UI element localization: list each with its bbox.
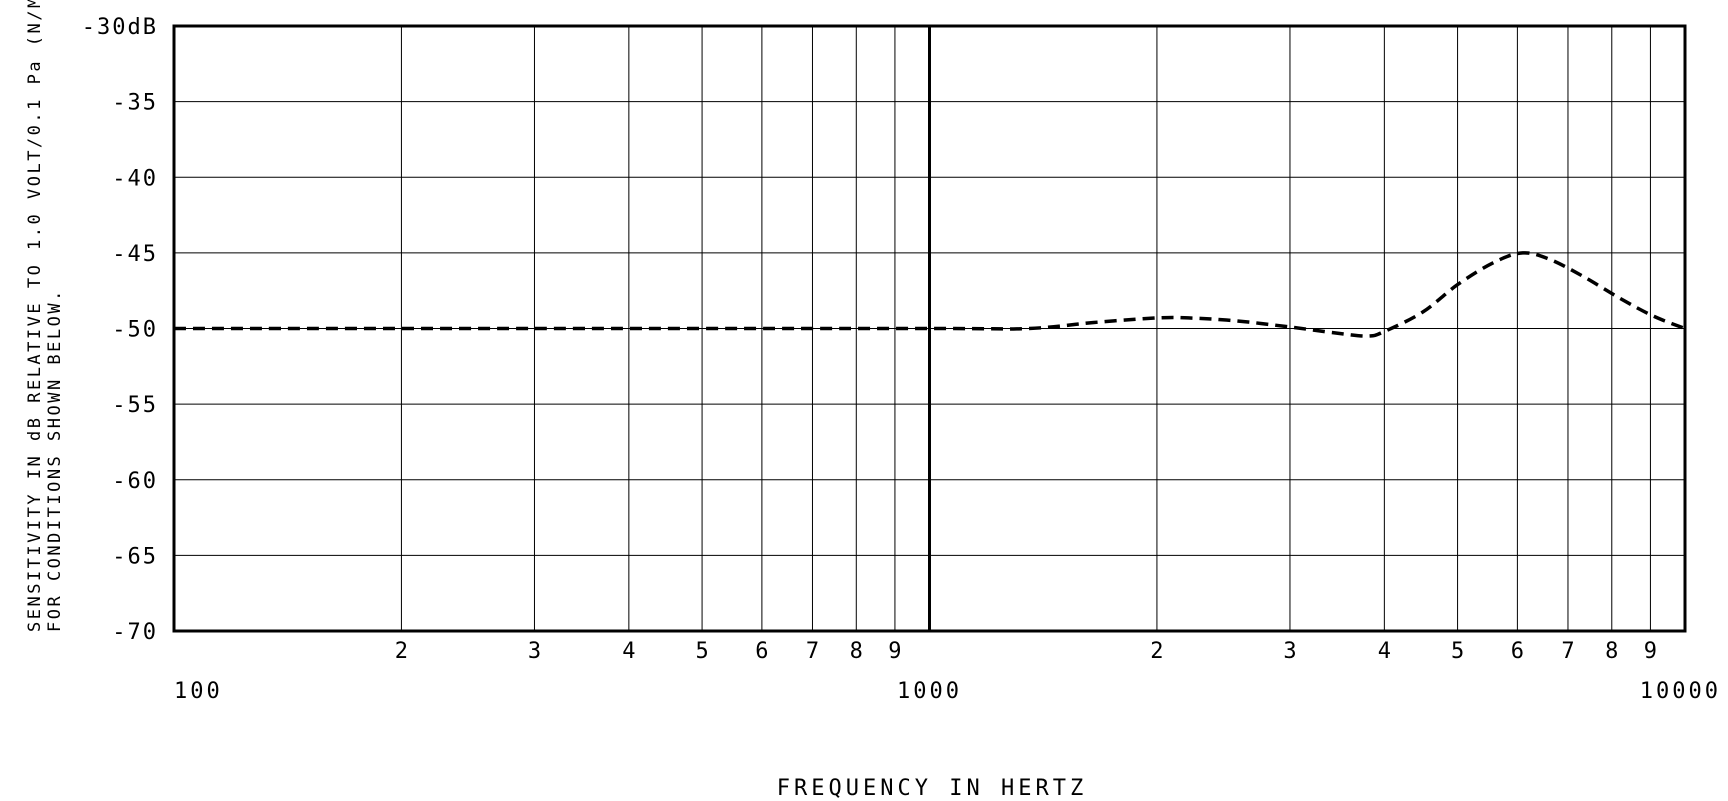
x-minor-tick-label: 7 [1561, 639, 1574, 664]
y-tick-label: -55 [112, 393, 158, 418]
y-tick-label: -45 [112, 242, 158, 267]
y-tick-label: -50 [112, 318, 158, 343]
x-major-tick-label: 100 [174, 679, 223, 704]
x-minor-tick-label: 8 [1605, 639, 1618, 664]
x-minor-tick-label: 2 [395, 639, 408, 664]
svg-text:SENSITIVITY IN dB RELATIVE TO: SENSITIVITY IN dB RELATIVE TO 1.0 VOLT/0… [21, 0, 45, 632]
x-minor-tick-label: 5 [695, 639, 708, 664]
grid-lines [174, 25, 1685, 632]
response-curve [174, 251, 1686, 338]
x-minor-tick-label: 3 [1283, 639, 1296, 664]
x-minor-tick-label: 6 [1511, 639, 1524, 664]
y-tick-label: -30dB [82, 15, 158, 40]
series-group [174, 251, 1686, 338]
y-tick-label: -70 [112, 620, 158, 645]
y-axis-label-line-2: FOR CONDITIONS SHOWN BELOW. [45, 288, 65, 632]
x-minor-tick-label: 3 [528, 639, 541, 664]
y-tick-label: -60 [112, 469, 158, 494]
y-axis-label: SENSITIVITY IN dB RELATIVE TO 1.0 VOLT/0… [21, 0, 65, 632]
x-major-tick-label: 10000 [1640, 679, 1721, 704]
x-minor-tick-label: 5 [1451, 639, 1464, 664]
x-minor-tick-label: 7 [806, 639, 819, 664]
x-axis-label: FREQUENCY IN HERTZ [777, 776, 1087, 801]
x-minor-tick-label: 2 [1150, 639, 1163, 664]
y-tick-label: -40 [112, 166, 158, 191]
x-minor-tick-label: 9 [888, 639, 901, 664]
x-major-tick-label: 1000 [897, 679, 962, 704]
y-axis-label-line-1: SENSITIVITY IN dB RELATIVE TO 1.0 VOLT/0… [25, 0, 45, 632]
x-minor-tick-label: 8 [850, 639, 863, 664]
x-minor-tick-label: 4 [1378, 639, 1391, 664]
y-tick-label: -35 [112, 91, 158, 116]
x-minor-tick-label: 9 [1644, 639, 1657, 664]
y-tick-label: -65 [112, 544, 158, 569]
x-minor-tick-label: 4 [622, 639, 635, 664]
plot-frame [172, 24, 1687, 633]
x-minor-tick-label: 6 [755, 639, 768, 664]
y-axis-ticks: -30dB -35 -40 -45 -50 -55 -60 -65 -70 [82, 15, 158, 645]
